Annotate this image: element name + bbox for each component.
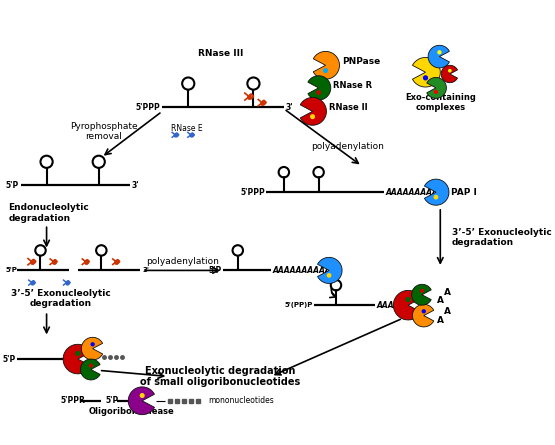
Text: 5'PPP: 5'PPP xyxy=(135,102,160,112)
Circle shape xyxy=(406,298,410,301)
Circle shape xyxy=(317,91,320,94)
Text: AAAAA: AAAAA xyxy=(377,301,406,310)
Wedge shape xyxy=(412,284,431,305)
Text: A: A xyxy=(437,316,444,324)
Text: 3’-5’ Exonucleolytic
degradation: 3’-5’ Exonucleolytic degradation xyxy=(452,228,551,247)
Circle shape xyxy=(311,115,314,118)
Circle shape xyxy=(435,90,437,93)
Text: A: A xyxy=(444,288,451,297)
Text: 5'P: 5'P xyxy=(2,355,16,364)
Text: 5'PPP: 5'PPP xyxy=(240,188,265,197)
Circle shape xyxy=(324,69,327,73)
Text: RNase E: RNase E xyxy=(171,124,203,133)
Text: 3': 3' xyxy=(132,181,139,190)
Wedge shape xyxy=(393,291,421,320)
Circle shape xyxy=(140,394,144,397)
Wedge shape xyxy=(300,97,326,125)
Text: 3’-5’ Exonucleolytic
degradation: 3’-5’ Exonucleolytic degradation xyxy=(11,288,110,308)
Text: 5'P: 5'P xyxy=(6,181,19,190)
Wedge shape xyxy=(427,77,446,98)
Text: 3': 3' xyxy=(286,102,293,112)
Text: RNase II: RNase II xyxy=(329,103,367,113)
Wedge shape xyxy=(128,387,154,415)
Text: PAP I: PAP I xyxy=(451,188,477,197)
Text: A: A xyxy=(444,307,451,316)
Text: Exo-containing
complexes: Exo-containing complexes xyxy=(405,93,476,113)
Wedge shape xyxy=(80,359,100,380)
Circle shape xyxy=(76,352,80,356)
Text: 5'PPR: 5'PPR xyxy=(60,396,85,405)
Wedge shape xyxy=(313,51,340,79)
Text: Exonucleolytic degradation
of small oligoribonucleotides: Exonucleolytic degradation of small olig… xyxy=(140,366,300,387)
Wedge shape xyxy=(82,337,103,360)
Wedge shape xyxy=(425,179,449,205)
Wedge shape xyxy=(317,257,342,283)
Circle shape xyxy=(434,195,438,199)
Text: RNase III: RNase III xyxy=(198,49,243,58)
Circle shape xyxy=(422,310,425,313)
Wedge shape xyxy=(412,57,440,87)
Text: 5'P: 5'P xyxy=(208,266,221,275)
Text: A: A xyxy=(437,296,444,305)
Text: PNPase: PNPase xyxy=(342,57,380,66)
Wedge shape xyxy=(63,344,91,374)
Text: polyadenylation: polyadenylation xyxy=(146,257,219,266)
Text: Oligoribonuclease: Oligoribonuclease xyxy=(89,407,175,416)
Text: Endonucleolytic
degradation: Endonucleolytic degradation xyxy=(8,203,89,223)
Circle shape xyxy=(89,364,92,367)
Text: 5'P: 5'P xyxy=(5,267,17,273)
Circle shape xyxy=(91,343,94,346)
Text: polyadenylation: polyadenylation xyxy=(311,142,384,150)
Text: Pyrophosphate
removal: Pyrophosphate removal xyxy=(70,121,138,141)
Circle shape xyxy=(327,274,331,277)
Wedge shape xyxy=(428,45,450,68)
Wedge shape xyxy=(441,65,457,83)
Text: 3': 3' xyxy=(142,267,149,273)
Text: 5'(PP)P: 5'(PP)P xyxy=(284,302,312,308)
Circle shape xyxy=(448,69,451,72)
Text: 5'P: 5'P xyxy=(105,396,119,405)
Circle shape xyxy=(438,51,441,54)
Wedge shape xyxy=(308,76,331,100)
FancyArrowPatch shape xyxy=(330,288,336,298)
Text: mononucleotides: mononucleotides xyxy=(208,396,274,405)
Circle shape xyxy=(421,289,423,292)
Circle shape xyxy=(423,76,427,80)
Wedge shape xyxy=(412,304,434,327)
Text: RNase R: RNase R xyxy=(334,81,372,90)
Text: AAAAAAAAAAA: AAAAAAAAAAA xyxy=(273,266,337,275)
Text: AAAAAAAAAAA: AAAAAAAAAAA xyxy=(386,188,450,197)
